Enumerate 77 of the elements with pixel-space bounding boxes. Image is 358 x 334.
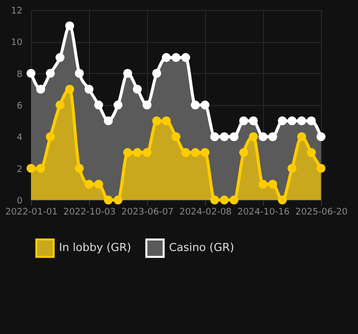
legend-label: Casino (GR) [169,241,234,254]
y-tick-label: 4 [16,133,23,144]
point [132,148,142,157]
point [190,100,200,110]
point [123,148,132,157]
y-tick-label: 12 [11,6,22,16]
point [172,132,180,142]
point [104,196,113,204]
point [258,132,268,142]
point [132,84,142,94]
point [288,116,296,126]
y-tick-label: 6 [16,102,23,112]
point [65,84,74,94]
point [230,132,238,142]
point [190,148,200,157]
point [94,180,104,189]
point [114,196,122,204]
point [200,100,210,110]
point [220,196,229,204]
point [114,100,122,110]
point [162,116,171,126]
point [200,148,210,157]
point [181,53,190,62]
point [56,53,64,62]
legend-label: In lobby (GR) [59,241,132,254]
point [56,100,64,110]
y-tick-label: 10 [11,38,23,48]
point [46,68,55,78]
point [94,100,104,110]
y-tick-label: 8 [16,70,23,80]
point [297,132,306,142]
point [104,116,113,126]
point [230,196,238,204]
point [142,100,152,110]
point [84,84,94,94]
x-tick-label: 2022-10-03 [63,208,116,218]
point [36,84,46,94]
point [210,196,220,204]
point [74,68,84,78]
y-tick-label: 0 [16,196,23,206]
point [142,148,152,157]
point [220,132,229,142]
point [123,68,132,78]
point [248,116,258,126]
point [84,180,94,189]
point [46,132,55,142]
point [239,116,248,126]
x-tick-label: 2025-06-20 [295,208,348,218]
point [162,53,171,62]
y-tick-label: 2 [16,164,22,175]
point [26,164,36,173]
point [210,132,220,142]
x-tick-label: 2023-06-07 [121,208,174,218]
point [36,164,46,173]
point [258,180,268,189]
point [152,116,162,126]
point [306,116,316,126]
point [239,148,248,157]
point [278,116,287,126]
point [26,68,36,78]
point [268,132,278,142]
x-tick-label: 2024-02-08 [179,208,232,218]
x-tick-label: 2024-10-16 [237,208,290,218]
point [74,164,84,173]
point [152,68,162,78]
point [316,164,326,173]
point [306,148,316,157]
point [248,132,258,142]
point [65,21,74,30]
point [172,53,180,62]
point [268,180,278,189]
point [288,164,296,173]
point [316,132,326,142]
x-tick-label: 2022-01-01 [5,208,58,218]
point [297,116,306,126]
point [278,196,287,204]
point [181,148,190,157]
